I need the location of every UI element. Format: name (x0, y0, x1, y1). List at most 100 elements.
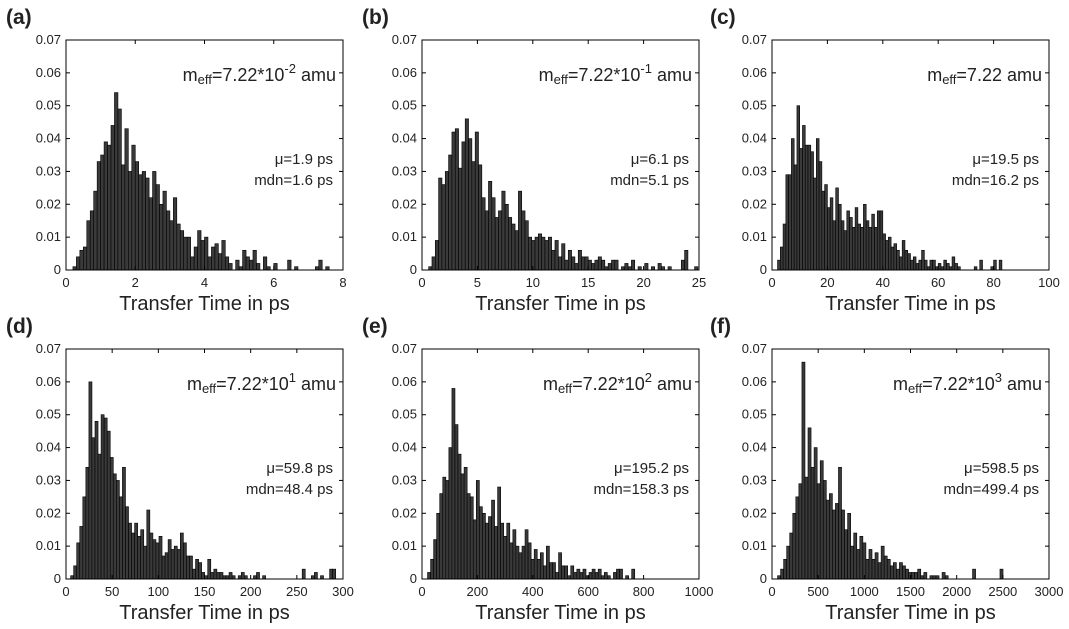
histogram-bar (561, 565, 565, 580)
histogram-bar (829, 197, 834, 271)
y-tick-label: 0.01 (742, 229, 767, 244)
x-tick-label: 50 (105, 584, 119, 599)
histogram-bar (155, 542, 160, 580)
x-tick-label: 60 (931, 275, 945, 290)
histogram-bar (899, 256, 903, 271)
mass-label: meff=7.22*10-2 amu (183, 61, 336, 87)
histogram-bar (846, 210, 850, 271)
histogram-bar (807, 427, 812, 580)
histogram-bar (917, 568, 922, 580)
histogram-bar (183, 542, 187, 580)
histogram-bar (838, 466, 842, 580)
histogram-bar (445, 480, 450, 580)
histogram-bar (484, 210, 489, 271)
histogram-bar (874, 226, 878, 271)
histogram-bar (494, 526, 498, 580)
histogram-bar (109, 457, 114, 580)
histogram-bar (148, 197, 153, 271)
mass-value: =7.22*10 (216, 374, 289, 394)
x-tick-label: 6 (270, 275, 277, 290)
histogram-bar (190, 256, 195, 271)
y-tick-label: 0 (760, 571, 767, 586)
histogram-bar (207, 256, 212, 271)
axes-frame (421, 348, 700, 580)
x-tick-label: 200 (240, 584, 262, 599)
histogram-bar (89, 210, 94, 271)
x-tick-label: 20 (820, 275, 834, 290)
x-tick-label: 8 (339, 275, 346, 290)
histogram-bar (138, 174, 143, 271)
histogram-bar (896, 568, 900, 580)
histogram-bar (125, 506, 129, 580)
y-tick-label: 0.05 (742, 98, 767, 113)
histogram-bar (901, 240, 906, 271)
histogram-bar (93, 190, 98, 271)
y-tick-label: 0 (54, 262, 61, 277)
x-tick-label: 3000 (1035, 584, 1064, 599)
x-tick-label: 80 (986, 275, 1000, 290)
histogram-bar (162, 190, 167, 271)
histogram-bar (607, 263, 612, 271)
histogram-bar (86, 220, 91, 271)
histogram-bar (88, 381, 93, 580)
histogram-bar (221, 240, 226, 271)
histogram-bar (558, 552, 562, 580)
histogram-bar (879, 210, 884, 271)
histogram-bar (552, 562, 556, 580)
y-tick-label: 0.03 (742, 472, 767, 487)
histogram-bar (591, 263, 596, 271)
histogram-bar (850, 545, 855, 580)
histogram-bar (119, 496, 123, 580)
histogram-bar (871, 558, 876, 580)
histogram-bar (183, 236, 188, 271)
histogram-bar (103, 417, 108, 580)
panel-letter: (d) (6, 315, 33, 338)
histogram-bar (332, 568, 337, 580)
histogram-bar (186, 236, 191, 271)
histogram-bar (813, 447, 818, 580)
x-tick-label: 2 (132, 275, 139, 290)
histogram-bar (235, 259, 240, 271)
histogram-bar (145, 177, 150, 271)
histogram-bar (134, 522, 138, 580)
x-tick-label: 4 (201, 275, 208, 290)
mass-subscript: eff (942, 72, 957, 87)
y-tick-label: 0.04 (742, 131, 767, 146)
histogram-bar (792, 512, 797, 580)
histogram-bar (245, 256, 250, 271)
histogram-bar (835, 503, 839, 580)
median-label: mdn=499.4 ps (944, 481, 1040, 498)
y-tick-label: 0.03 (392, 472, 417, 487)
histogram-bar (189, 555, 193, 580)
histogram-bar (128, 171, 133, 271)
histogram-bar (591, 568, 596, 580)
x-tick-label: 500 (807, 584, 829, 599)
histogram-bar (534, 236, 539, 271)
histogram-bar (433, 539, 437, 580)
histogram-bar (824, 184, 828, 271)
histogram-bar (548, 236, 552, 271)
y-tick-label: 0.01 (36, 229, 61, 244)
histogram-bar (827, 207, 831, 271)
histogram-bar (515, 545, 520, 580)
histogram-bar (114, 92, 119, 271)
histogram-bar (524, 220, 529, 271)
histogram-bar (451, 131, 456, 271)
histogram-bar (131, 532, 135, 580)
histogram-bar (169, 220, 174, 271)
histogram-bar (821, 190, 825, 271)
x-tick-label: 100 (1038, 275, 1060, 290)
y-tick-label: 0.03 (392, 163, 417, 178)
histogram-bar (149, 532, 154, 580)
histogram-bar (301, 568, 306, 580)
histogram-bar (176, 549, 181, 580)
y-tick-label: 0.06 (392, 374, 417, 389)
histogram-bar (134, 161, 140, 271)
x-tick-label: 400 (522, 584, 544, 599)
histogram-bar (840, 220, 845, 271)
histogram-bar (998, 259, 1003, 271)
histogram-bar (458, 167, 463, 271)
histogram-bar (802, 125, 806, 271)
histogram-bar (865, 558, 870, 580)
histogram-bar (860, 226, 864, 271)
